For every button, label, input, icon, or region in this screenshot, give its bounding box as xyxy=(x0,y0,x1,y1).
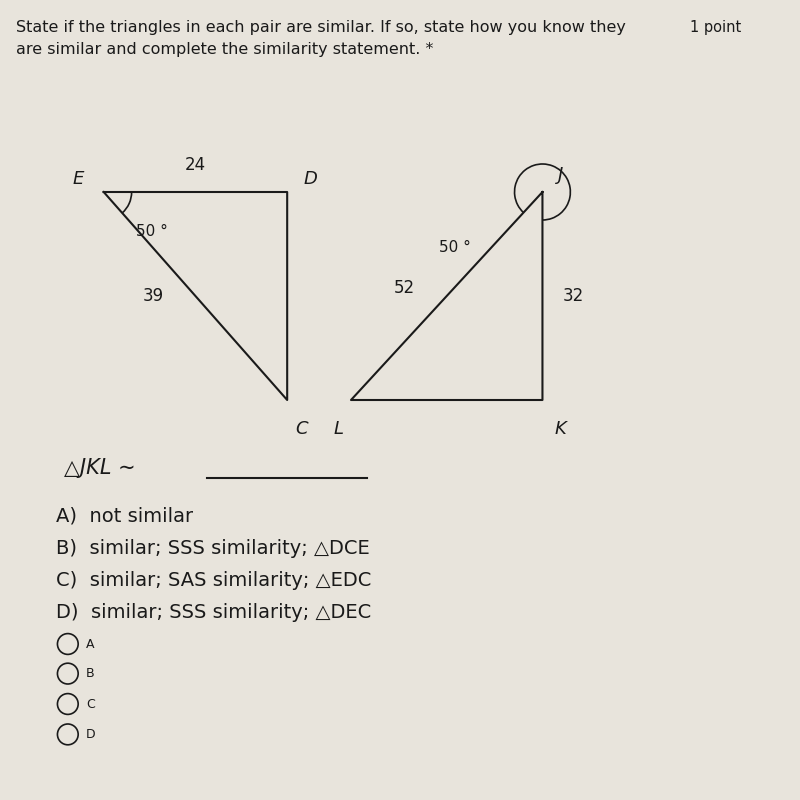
Text: 1 point: 1 point xyxy=(690,20,742,35)
Text: L: L xyxy=(333,420,343,438)
Text: J: J xyxy=(558,166,564,184)
Text: C: C xyxy=(86,698,95,710)
Text: are similar and complete the similarity statement. *: are similar and complete the similarity … xyxy=(16,42,434,57)
Text: 50 °: 50 ° xyxy=(136,224,167,239)
Text: 50 °: 50 ° xyxy=(438,240,470,255)
Text: △JKL ∼: △JKL ∼ xyxy=(64,458,135,478)
Text: D: D xyxy=(86,728,96,741)
Text: 24: 24 xyxy=(185,157,206,174)
Text: B)  similar; SSS similarity; △DCE: B) similar; SSS similarity; △DCE xyxy=(56,538,370,558)
Text: D)  similar; SSS similarity; △DEC: D) similar; SSS similarity; △DEC xyxy=(56,602,371,622)
Text: 39: 39 xyxy=(142,287,163,305)
Text: 52: 52 xyxy=(394,279,415,297)
Text: E: E xyxy=(72,170,84,188)
Text: K: K xyxy=(554,420,566,438)
Text: B: B xyxy=(86,667,94,680)
Text: 32: 32 xyxy=(562,287,584,305)
Text: State if the triangles in each pair are similar. If so, state how you know they: State if the triangles in each pair are … xyxy=(16,20,626,35)
Text: C: C xyxy=(295,420,308,438)
Text: D: D xyxy=(303,170,317,188)
Text: A)  not similar: A) not similar xyxy=(56,506,193,526)
Text: C)  similar; SAS similarity; △EDC: C) similar; SAS similarity; △EDC xyxy=(56,570,371,590)
Text: A: A xyxy=(86,638,94,650)
